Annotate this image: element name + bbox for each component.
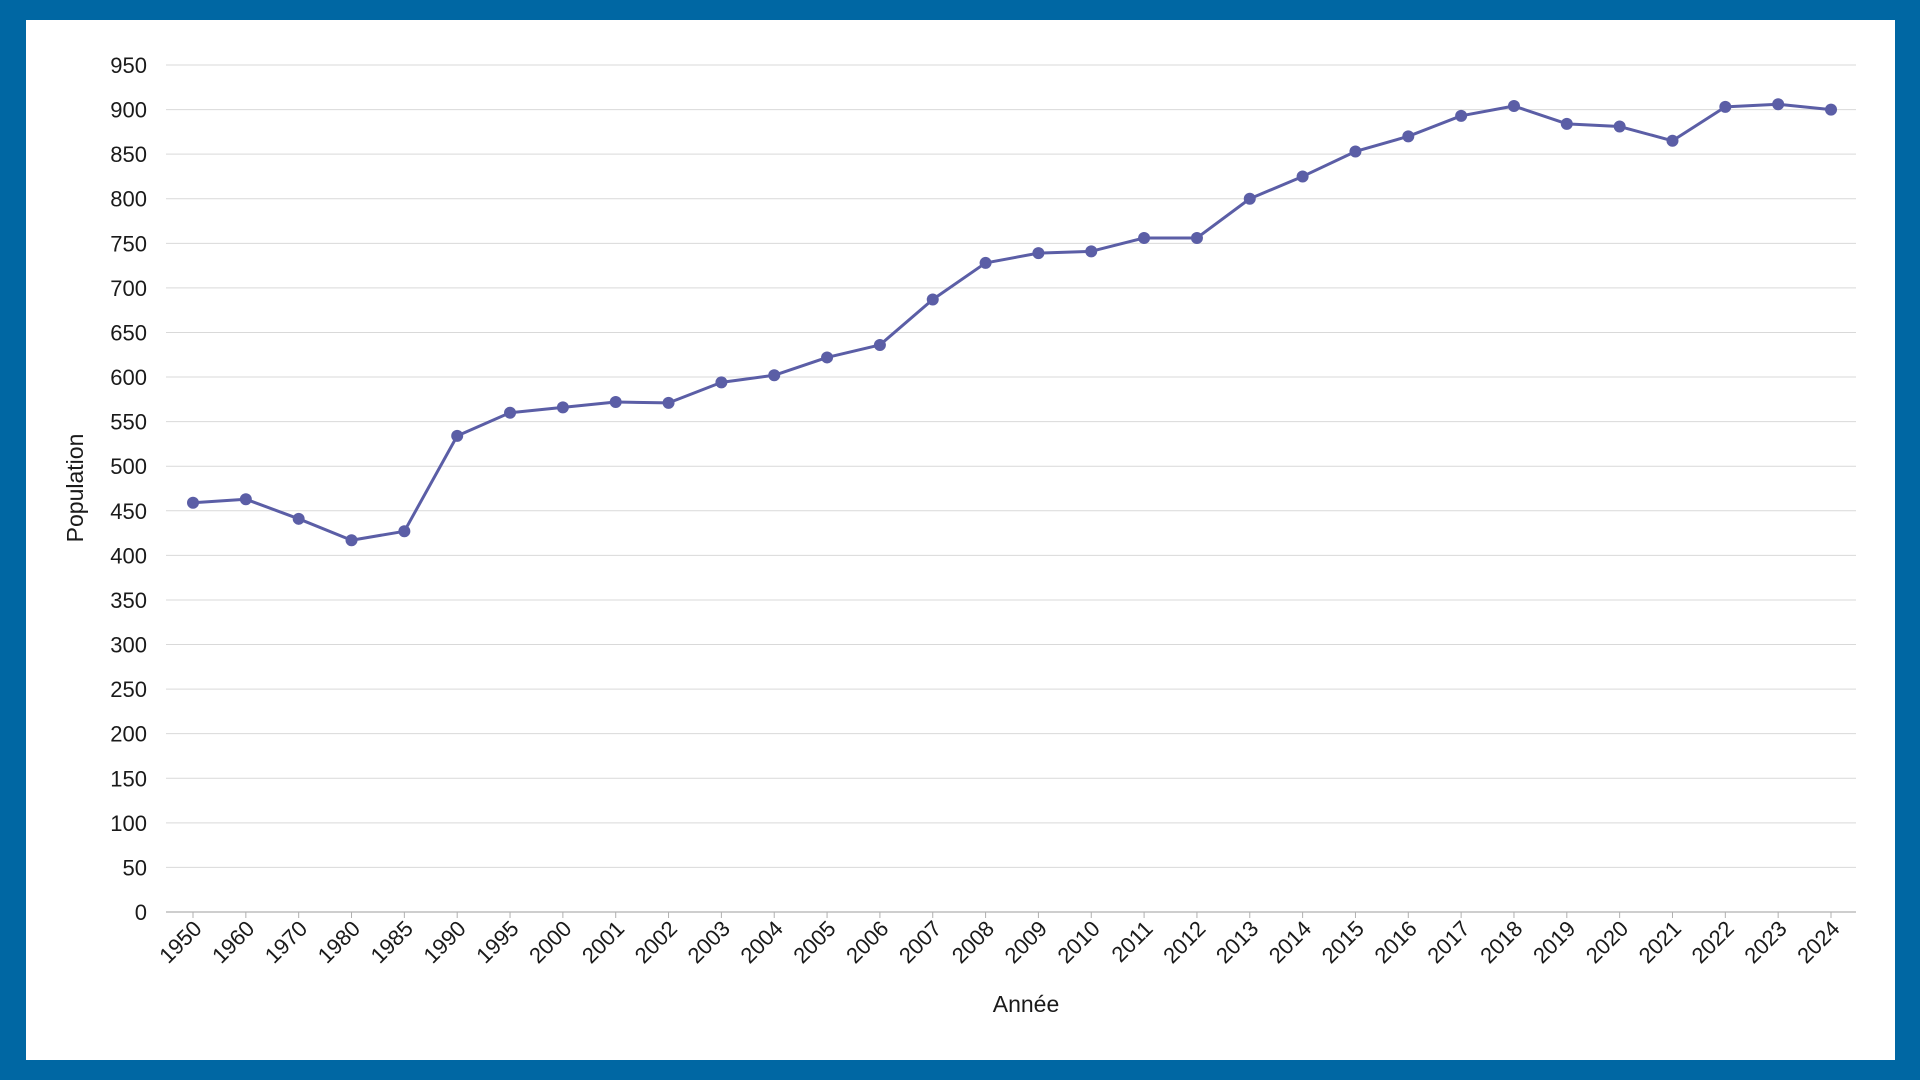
x-axis-title: Année: [993, 991, 1060, 1017]
x-tick-label: 2010: [1053, 916, 1105, 968]
data-point: [1190, 231, 1203, 244]
x-tick-label: 2014: [1264, 916, 1316, 968]
series-group: [187, 98, 1837, 547]
x-tick-label: 2002: [630, 916, 682, 968]
y-tick-label: 550: [110, 410, 147, 435]
data-point: [1032, 247, 1045, 260]
data-point: [1243, 192, 1256, 205]
y-tick-label: 900: [110, 98, 147, 123]
data-point: [715, 376, 728, 389]
y-tick-label: 950: [110, 53, 147, 78]
data-point: [1666, 134, 1679, 147]
y-tick-label: 700: [110, 276, 147, 301]
data-point: [821, 351, 834, 364]
y-tick-label: 350: [110, 588, 147, 613]
x-tick-label: 2001: [577, 916, 629, 968]
y-tick-label: 750: [110, 231, 147, 256]
data-point: [1138, 231, 1151, 244]
y-tick-label: 800: [110, 187, 147, 212]
data-point: [1507, 100, 1520, 113]
y-axis-title: Population: [62, 434, 88, 543]
x-tick-label: 2005: [788, 916, 840, 968]
x-tick-label: 1995: [471, 916, 523, 968]
data-point: [1613, 120, 1626, 133]
x-tick-label: 2004: [735, 916, 787, 968]
x-tick-label: 2007: [894, 916, 946, 968]
x-tick-label: 2000: [524, 916, 576, 968]
data-point: [1719, 100, 1732, 113]
x-tick-label: 2006: [841, 916, 893, 968]
x-tick-label: 1980: [313, 916, 365, 968]
x-tick-label: 2013: [1211, 916, 1263, 968]
x-tick-label: 2022: [1687, 916, 1739, 968]
y-tick-label: 400: [110, 543, 147, 568]
y-tick-label: 250: [110, 677, 147, 702]
data-point: [1296, 170, 1309, 183]
data-point: [187, 496, 199, 509]
x-tick-label: 2003: [683, 916, 735, 968]
x-tick-label: 2009: [1000, 916, 1052, 968]
data-point: [1349, 145, 1362, 158]
data-point: [292, 512, 305, 525]
series-line: [192, 102, 1832, 542]
data-point: [239, 493, 252, 506]
x-tick-label: 1950: [154, 916, 206, 968]
y-tick-label: 300: [110, 633, 147, 658]
x-tick-label: 1960: [207, 916, 259, 968]
x-tick-label: 1970: [260, 916, 312, 968]
y-tick-label: 850: [110, 142, 147, 167]
x-tick-label: 2019: [1528, 916, 1580, 968]
data-point: [1455, 109, 1468, 122]
data-point: [1560, 117, 1573, 130]
data-point: [768, 369, 781, 382]
x-tick-label: 2023: [1739, 916, 1791, 968]
x-tick-label: 2020: [1581, 916, 1633, 968]
data-point: [1402, 130, 1415, 143]
data-point: [662, 396, 675, 409]
data-point: [504, 406, 517, 419]
y-tick-label: 0: [135, 900, 147, 925]
chart-area: 0 50 100 150 200 250 300 350 400 450 500 550 600 650 7…: [26, 20, 1895, 1060]
y-axis-ticks: 0 50 100 150 200 250 300 350 400 450 500 550 600 650 7…: [110, 53, 147, 925]
x-axis: [166, 911, 1856, 918]
x-tick-label: 2008: [947, 916, 999, 968]
x-tick-label: 2015: [1317, 916, 1369, 968]
x-tick-label: 2011: [1106, 916, 1157, 967]
x-tick-label: 2012: [1158, 916, 1210, 968]
y-tick-label: 450: [110, 499, 147, 524]
gridlines: [166, 64, 1856, 868]
data-point: [873, 338, 886, 351]
x-tick-label: 2016: [1370, 916, 1422, 968]
y-tick-label: 600: [110, 365, 147, 390]
y-tick-label: 50: [123, 855, 147, 880]
line-chart: 0 50 100 150 200 250 300 350 400 450 500 550 600 650 7…: [62, 53, 1856, 1017]
y-tick-label: 100: [110, 811, 147, 836]
data-point: [1772, 98, 1785, 111]
y-tick-label: 150: [110, 766, 147, 791]
y-tick-label: 650: [110, 320, 147, 345]
x-tick-label: 2021: [1634, 916, 1686, 968]
x-tick-label: 2017: [1422, 916, 1474, 968]
data-point: [1085, 245, 1098, 258]
x-tick-label: 1985: [366, 916, 418, 968]
x-tick-label: 1990: [418, 916, 470, 968]
x-tick-label: 2018: [1475, 916, 1527, 968]
data-point: [609, 396, 622, 409]
x-axis-ticks: 1950 1960 1970 1980 1985 1990 1995 2000 2001 2002…: [154, 916, 1844, 968]
y-tick-label: 500: [110, 454, 147, 479]
data-point: [451, 429, 464, 442]
data-point: [398, 525, 411, 538]
data-point: [345, 534, 358, 547]
data-point: [926, 293, 939, 306]
data-point: [979, 256, 992, 269]
x-tick-label: 2024: [1792, 916, 1844, 968]
data-point: [556, 401, 569, 414]
y-tick-label: 200: [110, 722, 147, 747]
data-point: [1825, 103, 1837, 116]
